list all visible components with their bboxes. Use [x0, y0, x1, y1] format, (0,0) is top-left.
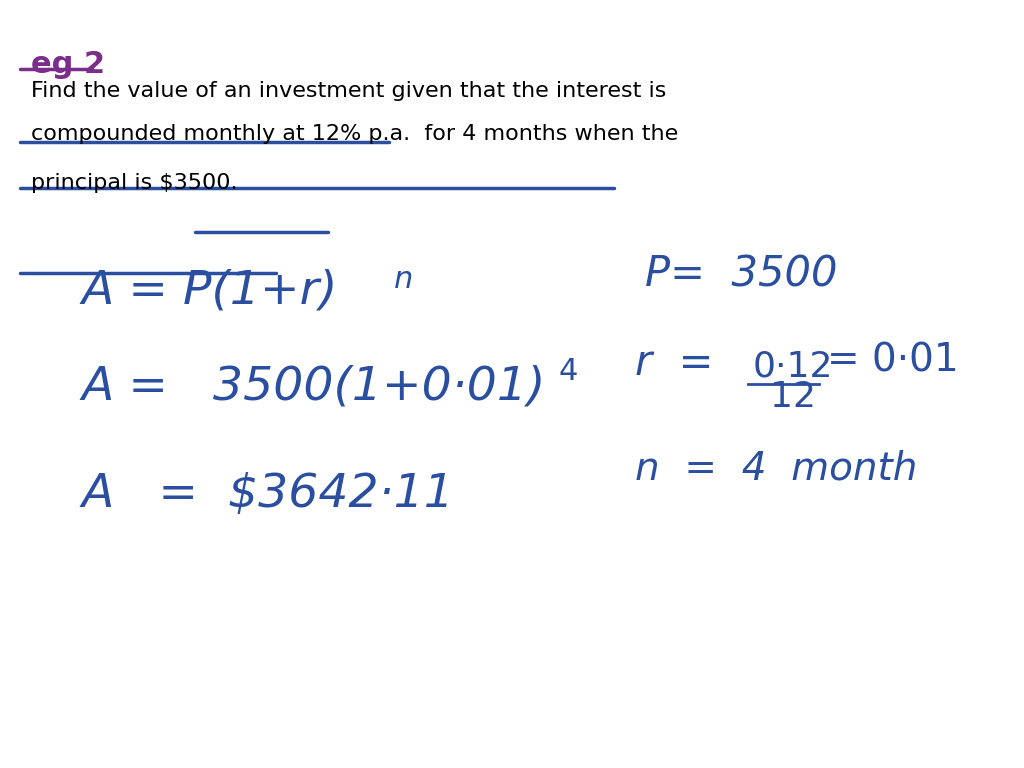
Text: A = P(1+r): A = P(1+r) [82, 269, 338, 314]
Text: r  =: r = [635, 342, 714, 384]
Text: n: n [394, 265, 414, 294]
Text: 12: 12 [770, 380, 816, 414]
Text: 4: 4 [558, 357, 578, 386]
Text: n  =  4  month: n = 4 month [635, 449, 918, 487]
Text: = 0·01: = 0·01 [827, 342, 959, 379]
Text: P=  3500: P= 3500 [645, 253, 838, 296]
Text: A =   3500(1+0·01): A = 3500(1+0·01) [82, 365, 546, 410]
Text: eg 2: eg 2 [31, 50, 104, 79]
Text: compounded monthly at 12% p.a.  for 4 months when the: compounded monthly at 12% p.a. for 4 mon… [31, 124, 678, 144]
Text: Find the value of an investment given that the interest is: Find the value of an investment given th… [31, 81, 666, 101]
Text: principal is $3500.: principal is $3500. [31, 173, 238, 193]
Text: 0·12: 0·12 [753, 349, 834, 383]
Text: A   =  $3642·11: A = $3642·11 [82, 472, 455, 518]
